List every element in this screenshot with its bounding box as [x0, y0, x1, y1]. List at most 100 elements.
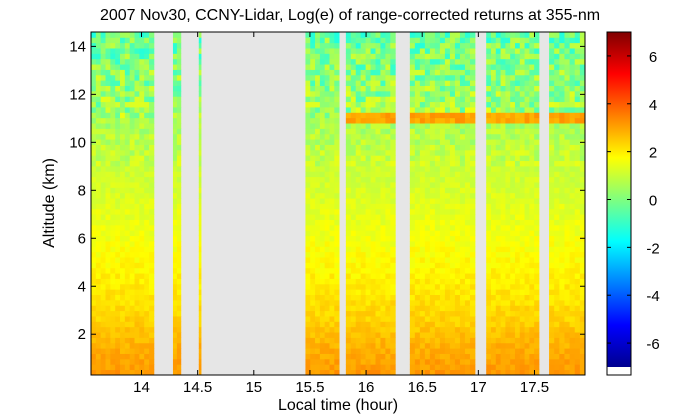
heatmap-cell	[329, 74, 335, 81]
heatmap-cell	[419, 283, 426, 290]
heatmap-cell	[419, 139, 426, 145]
heatmap-cell	[491, 160, 497, 167]
heatmap-cell	[569, 112, 576, 119]
heatmap-cell	[564, 310, 570, 317]
heatmap-cell	[464, 230, 471, 237]
heatmap-cell	[110, 139, 116, 145]
heatmap-cell	[419, 80, 426, 86]
heatmap-cell	[409, 251, 416, 258]
heatmap-cell	[385, 289, 391, 296]
heatmap-cell	[429, 364, 436, 371]
heatmap-cell	[319, 69, 326, 76]
heatmap-cell	[334, 187, 340, 194]
heatmap-cell	[172, 273, 178, 279]
heatmap-cell	[176, 214, 182, 220]
heatmap-cell	[139, 230, 145, 237]
heatmap-cell	[305, 224, 311, 231]
y-tick-label: 4	[78, 278, 86, 295]
heatmap-cell	[469, 257, 476, 263]
heatmap-cell	[514, 171, 521, 178]
heatmap-cell	[529, 112, 535, 119]
heatmap-cell	[505, 278, 511, 285]
heatmap-cell	[500, 326, 506, 333]
heatmap-cell	[345, 224, 352, 231]
heatmap-cell	[105, 96, 111, 103]
heatmap-cell	[579, 337, 585, 344]
heatmap-cell	[345, 283, 352, 290]
heatmap-cell	[559, 310, 565, 317]
heatmap-cell	[505, 257, 511, 263]
heatmap-cell	[569, 299, 576, 306]
heatmap-cell	[105, 128, 111, 135]
heatmap-cell	[569, 267, 576, 274]
heatmap-cell	[424, 37, 431, 44]
heatmap-cell	[505, 74, 511, 81]
heatmap-cell	[390, 80, 396, 86]
heatmap-cell	[390, 96, 396, 103]
heatmap-cell	[105, 64, 111, 70]
heatmap-cell	[310, 326, 316, 333]
heatmap-cell	[579, 321, 585, 328]
heatmap-cell	[434, 332, 441, 338]
heatmap-cell	[305, 267, 311, 274]
heatmap-cell	[95, 305, 102, 312]
heatmap-cell	[486, 48, 492, 54]
heatmap-cell	[569, 353, 576, 360]
heatmap-cell	[95, 316, 102, 322]
heatmap-cell	[355, 69, 362, 76]
heatmap-cell	[409, 321, 416, 328]
heatmap-cell	[390, 305, 396, 312]
heatmap-cell	[495, 230, 501, 237]
heatmap-cell	[559, 165, 565, 172]
heatmap-cell	[409, 85, 416, 92]
heatmap-cell	[564, 112, 570, 119]
heatmap-cell	[559, 224, 565, 231]
heatmap-cell	[120, 42, 126, 49]
heatmap-cell	[134, 144, 140, 151]
heatmap-cell	[149, 337, 155, 344]
y-tick-label: 6	[78, 230, 86, 247]
heatmap-cell	[524, 326, 530, 333]
heatmap-cell	[464, 342, 471, 349]
heatmap-cell	[120, 305, 126, 312]
heatmap-cell	[329, 321, 335, 328]
heatmap-cell	[486, 241, 492, 247]
heatmap-cell	[315, 187, 321, 194]
heatmap-cell	[414, 42, 421, 49]
heatmap-cell	[519, 208, 525, 215]
heatmap-cell	[319, 369, 326, 375]
heatmap-cell	[324, 214, 330, 220]
heatmap-cell	[315, 90, 321, 97]
heatmap-cell	[414, 107, 421, 113]
heatmap-cell	[459, 171, 466, 178]
heatmap-cell	[115, 69, 121, 76]
heatmap-cell	[505, 283, 511, 290]
heatmap-cell	[510, 310, 516, 317]
heatmap-cell	[505, 117, 511, 124]
heatmap-cell	[454, 316, 461, 322]
heatmap-cell	[129, 348, 135, 354]
heatmap-cell	[315, 69, 321, 76]
heatmap-cell	[559, 241, 565, 247]
heatmap-cell	[176, 198, 182, 204]
heatmap-cell	[350, 257, 357, 263]
heatmap-cell	[176, 53, 182, 60]
heatmap-cell	[345, 160, 352, 167]
heatmap-cell	[554, 316, 560, 322]
heatmap-cell	[524, 112, 530, 119]
heatmap-cell	[139, 251, 145, 258]
heatmap-cell	[380, 321, 386, 328]
heatmap-cell	[500, 117, 506, 124]
heatmap-cell	[149, 257, 155, 263]
heatmap-cell	[176, 241, 182, 247]
heatmap-cell	[464, 144, 471, 151]
heatmap-cell	[524, 257, 530, 263]
heatmap-cell	[115, 348, 121, 354]
heatmap-cell	[524, 139, 530, 145]
heatmap-cell	[491, 358, 497, 365]
heatmap-cell	[110, 230, 116, 237]
heatmap-cell	[110, 123, 116, 129]
heatmap-cell	[144, 42, 150, 49]
heatmap-cell	[360, 262, 367, 269]
heatmap-cell	[360, 80, 367, 86]
